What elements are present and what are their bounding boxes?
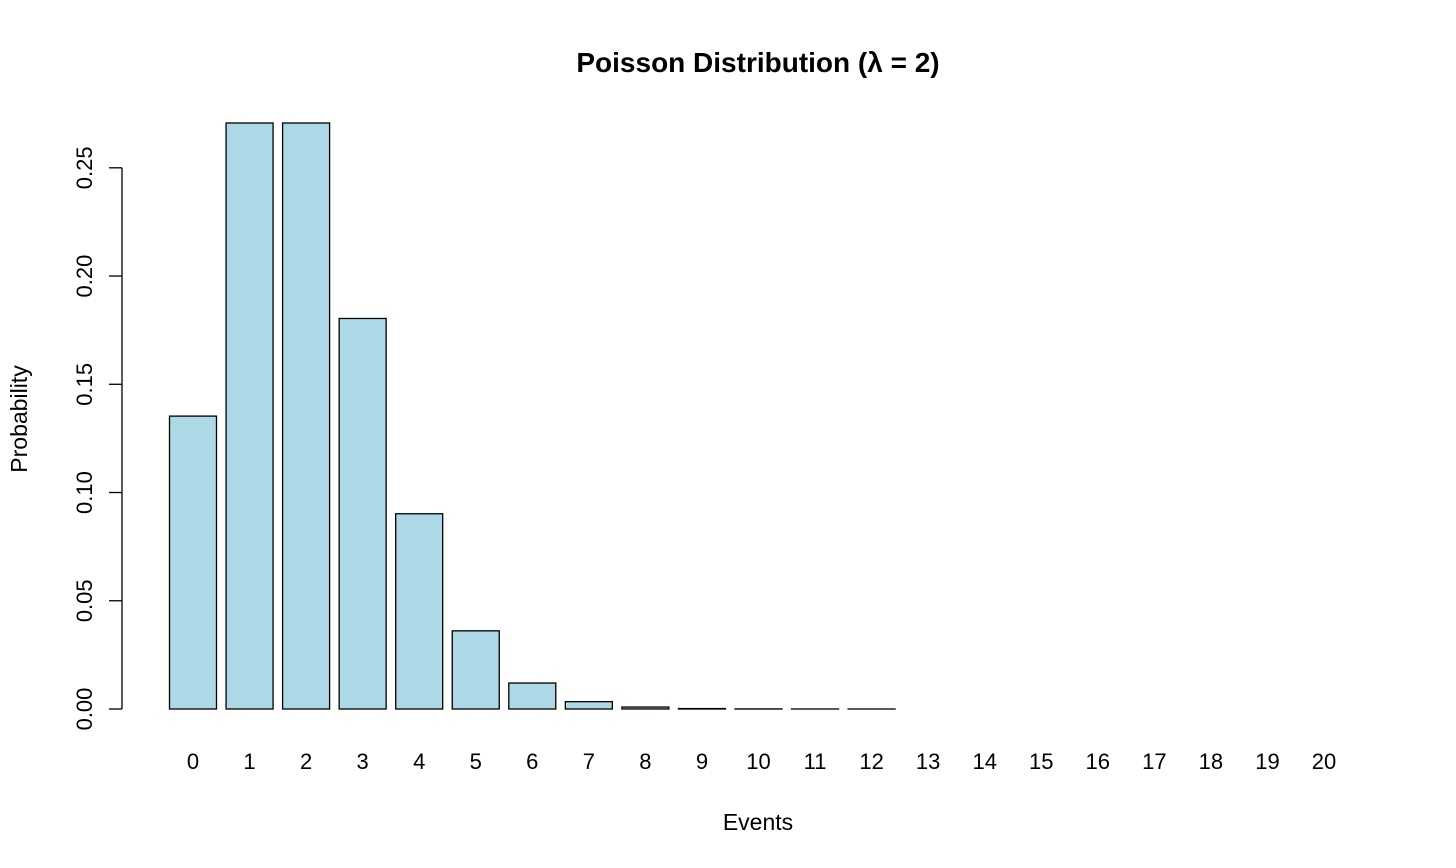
- x-tick-label: 2: [300, 749, 312, 774]
- x-tick-label: 15: [1029, 749, 1053, 774]
- x-tick-label: 6: [526, 749, 538, 774]
- x-tick-label: 13: [916, 749, 940, 774]
- x-tick-label: 3: [357, 749, 369, 774]
- x-tick-label: 20: [1312, 749, 1336, 774]
- x-axis-label: Events: [723, 809, 793, 835]
- x-tick-label: 0: [187, 749, 199, 774]
- x-tick-label: 4: [413, 749, 425, 774]
- x-tick-label: 10: [746, 749, 770, 774]
- bar: [621, 706, 670, 710]
- x-tick-label: 1: [243, 749, 255, 774]
- y-tick-label: 0.25: [72, 146, 97, 189]
- x-tick-label: 17: [1142, 749, 1166, 774]
- y-tick-label: 0.05: [72, 579, 97, 622]
- x-tick-label: 18: [1199, 749, 1223, 774]
- bar: [508, 682, 557, 710]
- bar: [338, 317, 387, 710]
- y-tick-label: 0.15: [72, 363, 97, 406]
- x-tick-label: 8: [639, 749, 651, 774]
- bar: [395, 513, 444, 710]
- bars: [168, 122, 896, 710]
- x-tick-label: 5: [470, 749, 482, 774]
- bar: [281, 122, 331, 710]
- x-tick-label: 16: [1086, 749, 1110, 774]
- y-tick-label: 0.10: [72, 471, 97, 514]
- x-tick-label: 11: [804, 749, 827, 774]
- y-axis-label: Probability: [6, 365, 32, 473]
- bar: [451, 630, 500, 710]
- bar: [168, 415, 218, 710]
- y-tick-label: 0.20: [72, 255, 97, 298]
- x-tick-label: 7: [583, 749, 595, 774]
- x-tick-label: 14: [972, 749, 996, 774]
- y-axis: 0.00 0.05 0.10 0.15 0.20 0.25: [72, 146, 123, 731]
- x-tick-label: 19: [1255, 749, 1279, 774]
- x-tick-labels: 0 1 2 3 4 5 6 7 8 9 10 11 12 13 14 15 16 17 18 19 20: [187, 749, 1336, 774]
- x-tick-label: 9: [696, 749, 708, 774]
- chart-title: Poisson Distribution (λ = 2): [576, 47, 939, 78]
- x-tick-label: 12: [859, 749, 883, 774]
- bar: [564, 700, 613, 710]
- y-tick-label: 0.00: [72, 688, 97, 731]
- bar: [225, 122, 274, 710]
